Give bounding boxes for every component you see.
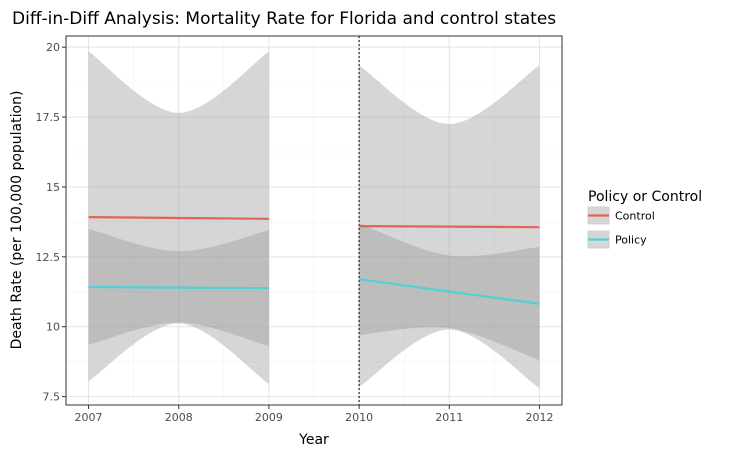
x-tick-label: 2007	[75, 411, 103, 424]
y-tick-label: 20	[46, 41, 60, 54]
x-tick-label: 2009	[255, 411, 283, 424]
series-line-policy	[358, 278, 540, 305]
gridlines	[66, 36, 562, 405]
x-tick-label: 2008	[165, 411, 193, 424]
y-tick-label: 7.5	[43, 391, 61, 404]
legend: Policy or Control Control Policy	[587, 189, 702, 249]
x-axis-title: Year	[298, 432, 329, 448]
legend-label-control: Control	[615, 210, 655, 223]
legend-label-policy: Policy	[615, 234, 647, 247]
x-tick-label: 2010	[345, 411, 373, 424]
y-axis-title: Death Rate (per 100,000 population)	[9, 91, 25, 350]
y-tick-label: 15	[46, 181, 60, 194]
x-axis-ticks: 2007 2008 2009 2010 2011 2012	[75, 405, 553, 424]
plot-border	[65, 35, 563, 406]
series-line-control	[88, 216, 269, 220]
y-tick-label: 12.5	[36, 251, 61, 264]
y-axis-ticks: 7.5 10 12.5 15 17.5 20	[36, 41, 66, 404]
legend-title: Policy or Control	[588, 189, 702, 205]
chart-title: Diff-in-Diff Analysis: Mortality Rate fo…	[12, 9, 556, 29]
series-line-policy	[88, 285, 269, 290]
x-tick-label: 2011	[435, 411, 463, 424]
x-tick-label: 2012	[525, 411, 553, 424]
series-line-control	[359, 224, 540, 229]
y-tick-label: 17.5	[36, 111, 61, 124]
series-lines	[88, 216, 540, 305]
y-tick-label: 10	[46, 321, 60, 334]
